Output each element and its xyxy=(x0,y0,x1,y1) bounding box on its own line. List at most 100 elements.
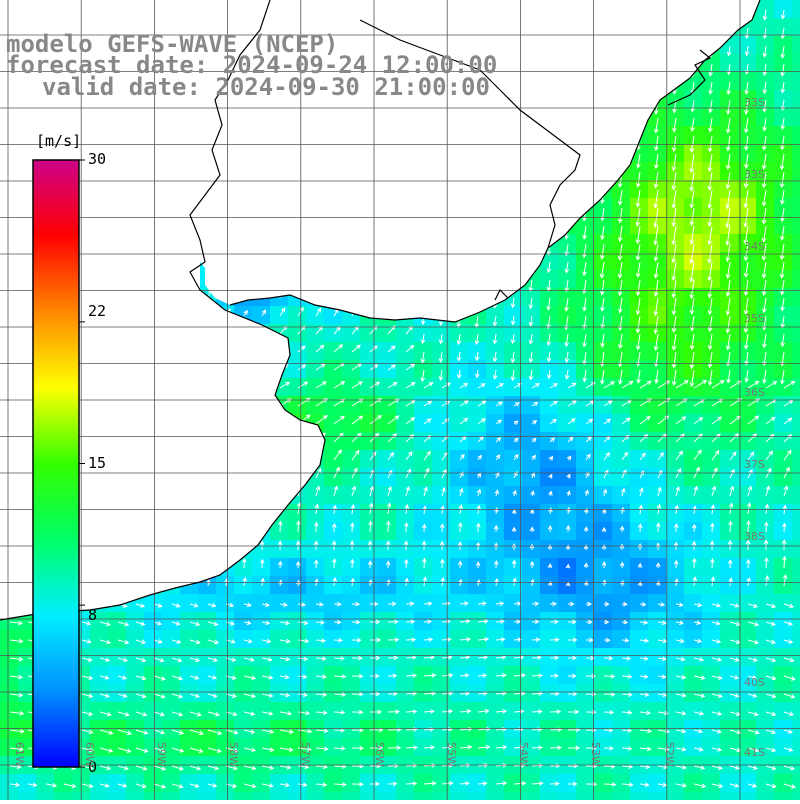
wind-arrow xyxy=(639,728,653,734)
wind-arrow xyxy=(531,383,541,389)
wind-speed-cell xyxy=(522,738,541,757)
wind-arrow xyxy=(582,315,587,330)
wind-speed-cell xyxy=(540,720,559,739)
wind-arrow xyxy=(564,351,570,364)
wind-speed-cell xyxy=(594,324,613,343)
wind-speed-cell xyxy=(756,792,775,800)
wind-speed-cell xyxy=(396,540,415,559)
wind-arrow xyxy=(439,523,445,533)
wind-arrow xyxy=(207,747,222,753)
wind-speed-cell xyxy=(504,774,523,793)
wind-arrow xyxy=(99,639,112,645)
wind-speed-cell xyxy=(720,162,739,181)
wind-speed-cell xyxy=(792,774,800,793)
wind-arrow xyxy=(27,782,38,788)
wind-speed-cell xyxy=(594,684,613,703)
wind-speed-cell xyxy=(684,378,703,397)
wind-speed-cell xyxy=(486,486,505,505)
wind-speed-cell xyxy=(342,612,361,631)
wind-speed-cell xyxy=(450,414,469,433)
wind-speed-cell xyxy=(306,630,325,649)
wind-arrow xyxy=(743,333,749,350)
wind-speed-cell xyxy=(108,702,127,721)
wind-speed-cell xyxy=(216,720,235,739)
wind-arrow xyxy=(671,225,677,246)
wind-arrow xyxy=(743,315,749,334)
wind-speed-cell xyxy=(576,648,595,667)
wind-speed-cell xyxy=(792,486,800,505)
wind-arrow xyxy=(261,602,270,608)
wind-arrow xyxy=(689,153,695,174)
wind-arrow xyxy=(135,621,146,626)
wind-speed-cell xyxy=(432,396,451,415)
wind-speed-cell xyxy=(126,720,145,739)
wind-speed-cell xyxy=(720,468,739,487)
wind-speed-cell xyxy=(720,108,739,127)
wind-speed-cell xyxy=(774,90,793,109)
wind-arrow xyxy=(603,673,616,679)
wind-arrow xyxy=(493,560,499,569)
wind-speed-cell xyxy=(522,450,541,469)
wind-speed-cell xyxy=(288,378,307,397)
wind-arrow xyxy=(747,451,755,461)
wind-speed-cell xyxy=(486,396,505,415)
wind-speed-cell xyxy=(630,234,649,253)
wind-speed-cell xyxy=(756,702,775,721)
wind-speed-cell xyxy=(720,360,739,379)
wind-speed-cell xyxy=(432,378,451,397)
wind-arrow xyxy=(387,451,395,461)
wind-speed-cell xyxy=(702,342,721,361)
wind-arrow xyxy=(458,487,464,497)
wind-speed-cell xyxy=(720,702,739,721)
wind-arrow xyxy=(279,381,291,389)
wind-arrow xyxy=(711,783,724,789)
wind-arrow xyxy=(529,560,535,569)
wind-arrow xyxy=(387,382,398,389)
wind-speed-cell xyxy=(774,720,793,739)
wind-speed-cell xyxy=(522,720,541,739)
wind-arrow xyxy=(783,693,796,699)
wind-speed-cell xyxy=(612,774,631,793)
wind-arrow xyxy=(567,673,577,679)
wind-arrow xyxy=(441,468,447,479)
wind-speed-cell xyxy=(558,702,577,721)
wind-arrow xyxy=(635,243,641,261)
wind-speed-cell xyxy=(432,648,451,667)
wind-arrow xyxy=(261,729,275,734)
wind-arrow xyxy=(81,783,94,789)
wind-speed-cell xyxy=(468,648,487,667)
wind-speed-cell xyxy=(738,378,757,397)
wind-speed-cell xyxy=(342,540,361,559)
wind-speed-cell xyxy=(792,630,800,649)
wind-arrow xyxy=(707,297,713,316)
wind-speed-cell xyxy=(792,324,800,343)
wind-speed-cell xyxy=(612,198,631,217)
wind-speed-cell xyxy=(414,630,433,649)
wind-arrow xyxy=(279,782,290,788)
wind-speed-cell xyxy=(450,684,469,703)
wind-arrow xyxy=(99,621,111,627)
wind-speed-cell xyxy=(594,738,613,757)
wind-arrow xyxy=(675,728,687,734)
wind-arrow xyxy=(582,369,588,383)
wind-arrow xyxy=(297,656,309,662)
wind-speed-cell xyxy=(432,738,451,757)
wind-speed-cell xyxy=(306,360,325,379)
wind-speed-cell xyxy=(450,396,469,415)
wind-speed-cell xyxy=(774,252,793,271)
wind-speed-cell xyxy=(792,216,800,235)
wind-arrow xyxy=(689,189,695,209)
wind-speed-cell xyxy=(612,486,631,505)
wind-arrow xyxy=(603,637,611,643)
wind-speed-cell xyxy=(234,792,253,800)
wind-speed-cell xyxy=(414,468,433,487)
wind-arrow xyxy=(475,369,480,379)
wind-speed-cell xyxy=(450,468,469,487)
wind-arrow xyxy=(153,711,166,717)
wind-speed-cell xyxy=(594,648,613,667)
wind-speed-cell xyxy=(162,702,181,721)
wind-arrow xyxy=(762,27,768,40)
wind-speed-cell xyxy=(306,576,325,595)
wind-arrow xyxy=(671,315,677,333)
wind-speed-cell xyxy=(666,792,685,800)
